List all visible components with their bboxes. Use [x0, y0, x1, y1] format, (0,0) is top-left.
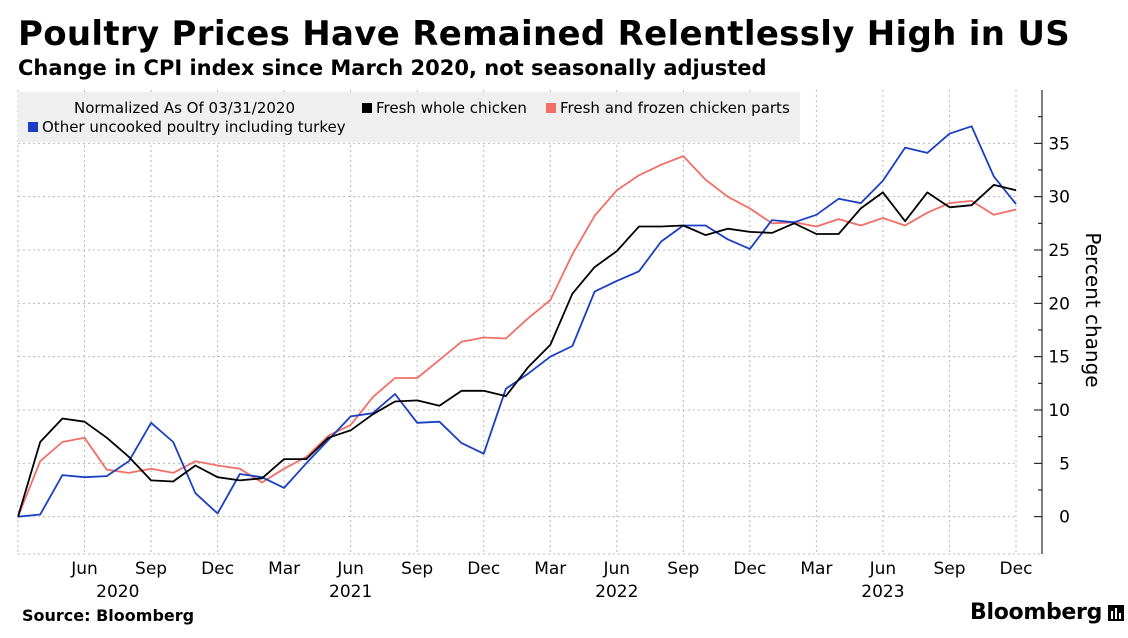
x-tick-label: Sep: [135, 559, 167, 579]
chart-title: Poultry Prices Have Remained Relentlessl…: [18, 14, 1071, 54]
y-tick-label: 15: [1048, 348, 1070, 368]
x-tick-label: Sep: [667, 559, 699, 579]
y-tick-label: 10: [1048, 401, 1070, 421]
y-tick-label: 20: [1048, 294, 1070, 314]
y-tick-label: 0: [1059, 508, 1070, 528]
legend-label: Other uncooked poultry including turkey: [42, 118, 346, 136]
x-tick-label: Sep: [933, 559, 965, 579]
legend-label: Fresh and frozen chicken parts: [560, 99, 790, 117]
x-year-label: 2021: [329, 582, 372, 602]
legend-label: Fresh whole chicken: [376, 99, 527, 117]
series-line-fresh-whole-chicken: [17, 184, 1017, 517]
legend-swatch: [362, 103, 372, 113]
legend-note: Normalized As Of 03/31/2020: [74, 99, 295, 117]
x-tick-label: Dec: [201, 559, 234, 579]
x-tick-label: Dec: [733, 559, 766, 579]
x-year-label: 2020: [96, 582, 139, 602]
series-line-other-uncooked-poultry-including-turkey: [17, 125, 1017, 518]
brand-name: Bloomberg: [970, 600, 1103, 625]
legend-swatch: [28, 122, 38, 132]
terminal-icon: [1108, 604, 1125, 621]
x-tick-label: Jun: [603, 559, 631, 579]
y-tick-label: 30: [1048, 188, 1070, 208]
series-line-fresh-and-frozen-chicken-parts: [17, 155, 1017, 518]
x-tick-label: Jun: [336, 559, 364, 579]
x-tick-label: Jun: [869, 559, 897, 579]
x-tick-label: Mar: [268, 559, 300, 579]
x-tick-label: Mar: [534, 559, 566, 579]
y-tick-label: 5: [1059, 454, 1070, 474]
source-note: Source: Bloomberg: [22, 606, 195, 625]
x-tick-label: Mar: [800, 559, 832, 579]
bloomberg-logo: Bloomberg: [970, 600, 1125, 625]
y-axis-title: Percent change: [1081, 232, 1105, 387]
y-tick-label: 35: [1048, 134, 1070, 154]
x-year-label: 2023: [861, 582, 904, 602]
legend-swatch: [546, 103, 556, 113]
chart-subtitle: Change in CPI index since March 2020, no…: [18, 56, 767, 80]
x-tick-label: Sep: [401, 559, 433, 579]
x-tick-label: Dec: [467, 559, 500, 579]
y-tick-label: 25: [1048, 241, 1070, 261]
legend-box: [18, 92, 800, 142]
x-year-label: 2022: [595, 582, 638, 602]
x-tick-label: Dec: [1000, 559, 1033, 579]
x-tick-label: Jun: [70, 559, 98, 579]
